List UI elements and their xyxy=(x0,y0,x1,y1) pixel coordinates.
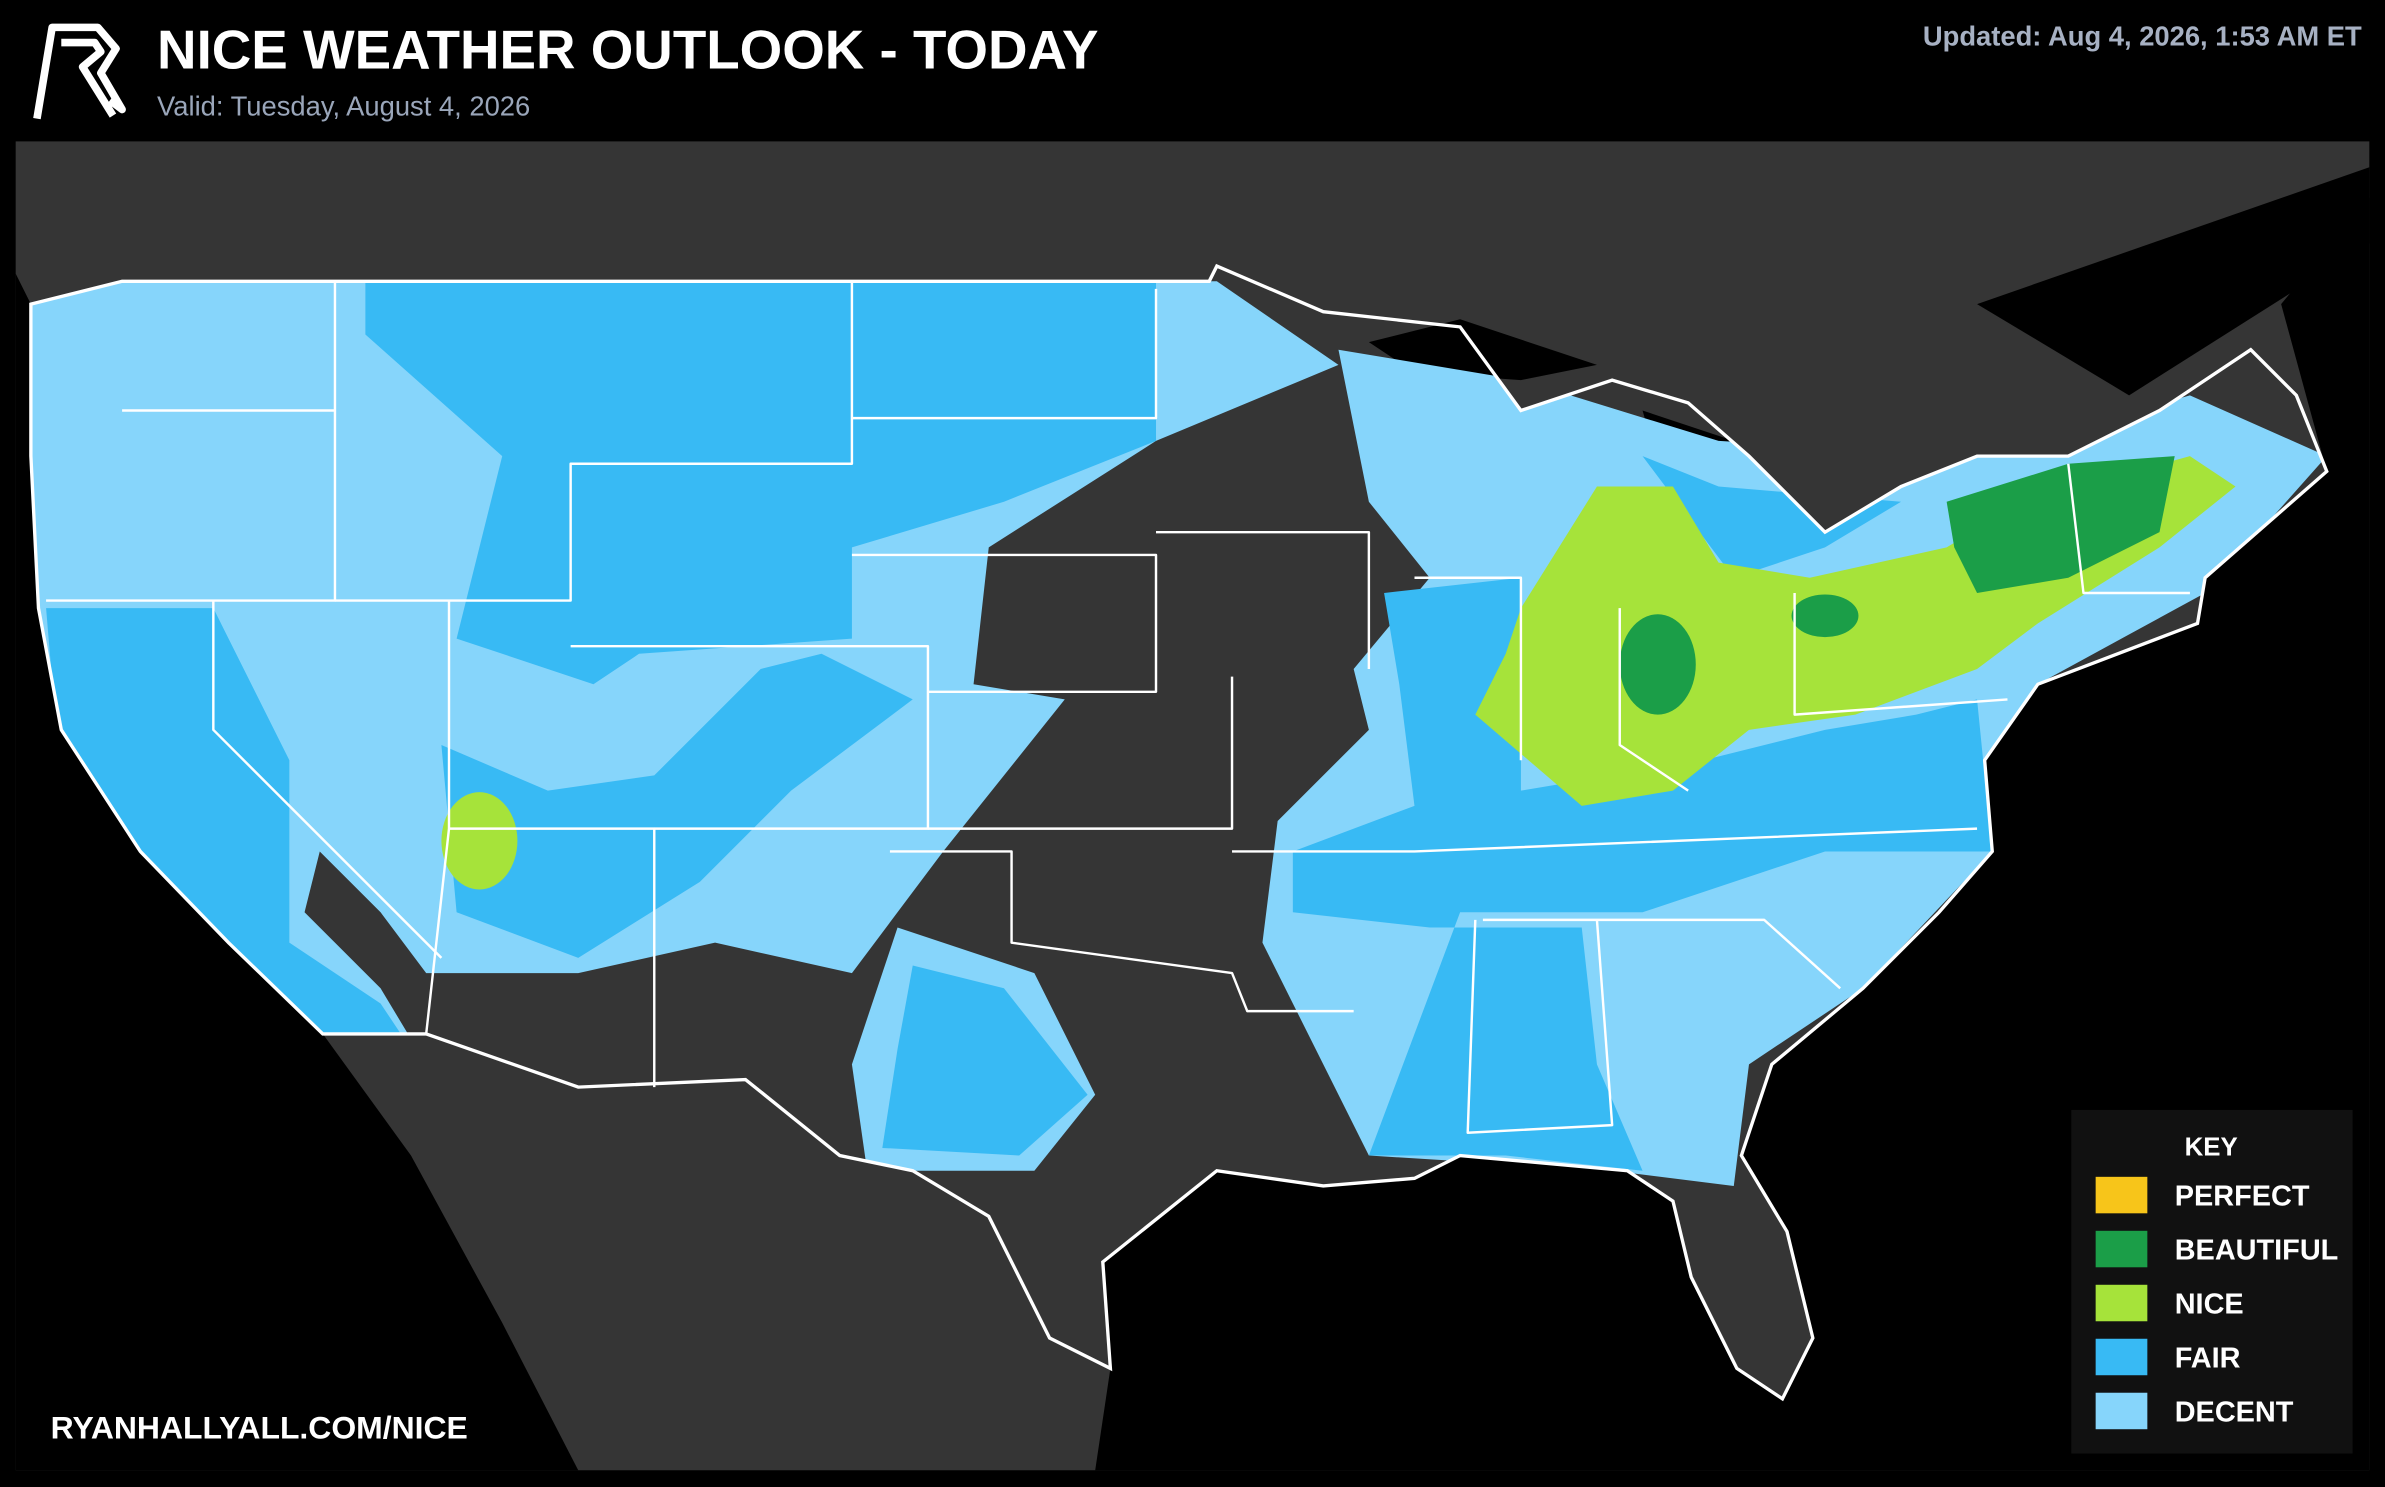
legend-swatch xyxy=(2095,1284,2148,1322)
state-line xyxy=(1466,919,1614,1134)
state-line xyxy=(927,676,1234,830)
fair-area xyxy=(1292,577,1993,1171)
legend: KEY PERFECT BEAUTIFUL NICE FAIR DECENT xyxy=(2071,1109,2353,1454)
updated-time: Updated: Aug 4, 2026, 1:53 AM ET xyxy=(1923,21,2362,52)
state-line xyxy=(1793,592,2008,716)
state-line xyxy=(2067,463,2190,595)
st-lawrence xyxy=(1977,167,2370,396)
legend-swatch xyxy=(2095,1230,2148,1268)
title: NICE WEATHER OUTLOOK - TODAY xyxy=(157,18,1098,80)
nice-area xyxy=(441,792,518,890)
state-line xyxy=(851,288,1158,420)
atlantic-gulf xyxy=(1095,197,2370,1471)
state-line xyxy=(334,281,854,602)
logo-mark xyxy=(33,23,126,120)
legend-label: PERFECT xyxy=(2175,1181,2310,1213)
state-line xyxy=(1414,576,1523,761)
state-line xyxy=(212,600,443,959)
beautiful-area xyxy=(1946,456,2175,593)
fair-area xyxy=(882,965,1088,1156)
legend-title: KEY xyxy=(2185,1134,2238,1162)
beautiful-area xyxy=(1619,614,1696,715)
fair-area xyxy=(365,281,1157,685)
state-line xyxy=(1618,608,1689,792)
state-lines xyxy=(46,281,2190,1134)
legend-label: FAIR xyxy=(2175,1343,2241,1375)
outlook-areas xyxy=(30,281,2327,1186)
state-line xyxy=(1156,530,1371,669)
fair-area xyxy=(1642,456,1902,578)
legend-label: NICE xyxy=(2175,1289,2244,1321)
fair-area xyxy=(46,608,411,1065)
pacific-ocean xyxy=(15,141,579,1471)
legend-label: DECENT xyxy=(2175,1397,2294,1429)
footer-url: RYANHALLYALL.COM/NICE xyxy=(51,1409,468,1445)
state-line xyxy=(1482,918,1842,990)
state-line xyxy=(851,553,1158,694)
beautiful-area xyxy=(1791,594,1859,638)
state-line xyxy=(889,850,1354,1013)
subtitle: Valid: Tuesday, August 4, 2026 xyxy=(157,91,530,122)
logo xyxy=(33,23,126,120)
legend-swatch xyxy=(2095,1176,2148,1214)
legend-swatch xyxy=(2095,1392,2148,1430)
legend-label: BEAUTIFUL xyxy=(2175,1235,2339,1267)
legend-swatch xyxy=(2095,1338,2148,1376)
fair-area xyxy=(441,653,913,958)
state-line xyxy=(1232,827,1978,853)
